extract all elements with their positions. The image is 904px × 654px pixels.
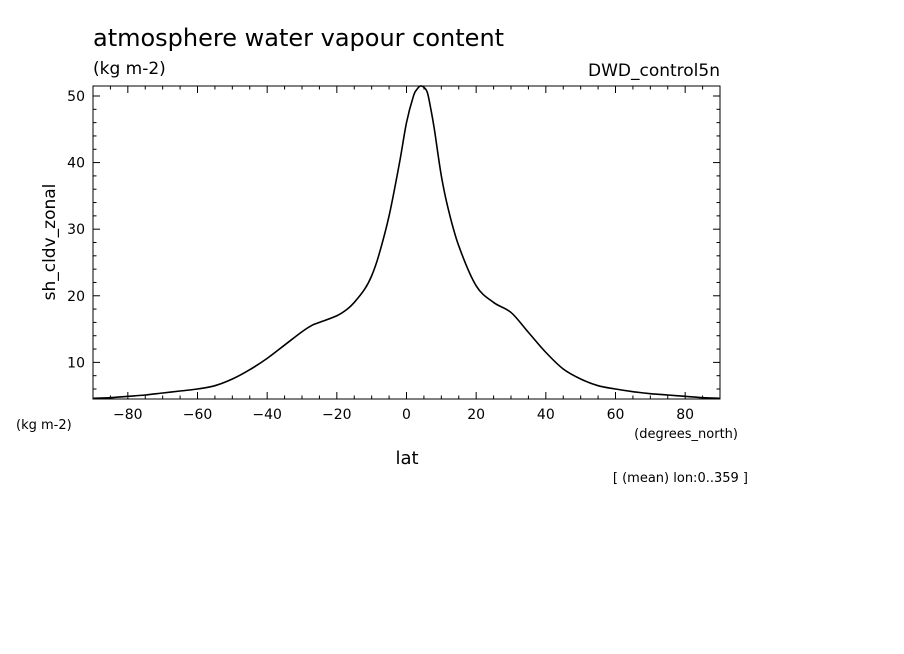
chart-title: atmosphere water vapour content	[93, 24, 504, 52]
chart-units-label: (kg m-2)	[93, 59, 166, 79]
x-tick-label: 20	[467, 407, 485, 423]
x-tick-label: 0	[402, 407, 411, 423]
x-tick-label: −40	[252, 407, 282, 423]
y-axis: 10 20 30 40 50	[67, 89, 720, 390]
y-tick-label: 30	[67, 222, 85, 238]
y-tick-label: 40	[67, 156, 85, 172]
x-tick-label: −80	[113, 407, 143, 423]
x-axis-units: (degrees_north)	[634, 427, 738, 442]
dataset-label: DWD_control5n	[588, 61, 720, 81]
x-tick-label: 80	[676, 407, 694, 423]
x-tick-label: 40	[537, 407, 555, 423]
x-tick-label: −60	[183, 407, 213, 423]
x-tick-label: 60	[607, 407, 625, 423]
x-axis: −80 −60 −40 −20 0 20 40 60 80	[92, 86, 721, 423]
y-tick-label: 20	[67, 289, 85, 305]
x-tick-label: −20	[322, 407, 352, 423]
y-tick-label: 10	[67, 355, 85, 371]
y-axis-label: sh_cldv_zonal	[40, 184, 60, 301]
y-tick-label: 50	[67, 89, 85, 105]
x-axis-label: lat	[395, 448, 418, 469]
plot-frame	[92, 85, 721, 400]
footnote: [ (mean) lon:0..359 ]	[613, 471, 748, 486]
y-axis-units: (kg m-2)	[16, 418, 72, 433]
series-line	[92, 85, 721, 400]
